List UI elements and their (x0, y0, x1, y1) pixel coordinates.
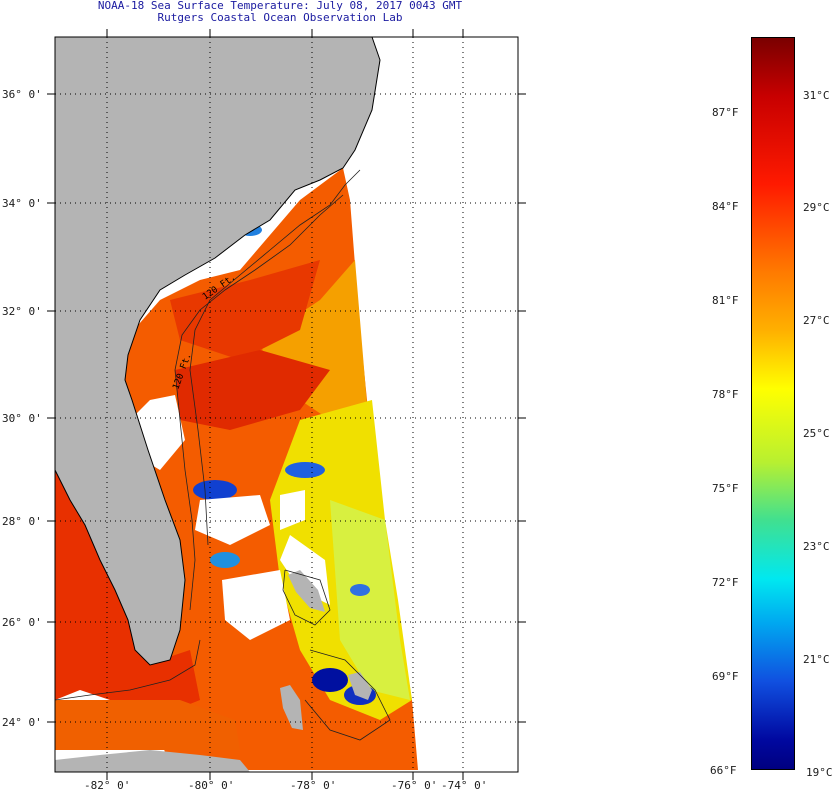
cb-f-81: 81°F (712, 294, 739, 307)
contour-bahamas (282, 569, 331, 626)
lat-label-30: 30° 0' (2, 412, 42, 425)
land-us-east (55, 37, 380, 665)
lat-label-28: 28° 0' (2, 515, 42, 528)
tick-marks (47, 29, 526, 780)
cb-c-31: 31°C (803, 89, 830, 102)
land-bahamas-1 (288, 570, 325, 612)
contour-bahamas-2 (304, 649, 391, 741)
cb-f-69: 69°F (712, 670, 739, 683)
cb-c-19: 19°C (806, 766, 832, 779)
cb-f-78: 78°F (712, 388, 739, 401)
lat-label-34: 34° 0' (2, 197, 42, 210)
lon-label-82: -82° 0' (84, 779, 131, 792)
coastline (55, 37, 381, 666)
lat-label-36: 36° 0' (2, 88, 42, 101)
map-subtitle: Rutgers Coastal Ocean Observation Lab (157, 11, 403, 24)
lat-label-26: 26° 0' (2, 616, 42, 629)
cb-f-72: 72°F (712, 576, 739, 589)
cb-c-29: 29°C (803, 201, 830, 214)
cb-f-87: 87°F (712, 106, 739, 119)
cb-f-66: 66°F (710, 764, 737, 777)
land-bahamas-3 (348, 672, 372, 700)
cb-c-25: 25°C (803, 427, 830, 440)
florida-straits-sst (55, 700, 240, 750)
contour-gulf (55, 639, 201, 701)
cb-c-27: 27°C (803, 314, 830, 327)
cb-c-21: 21°C (803, 653, 830, 666)
cb-f-84: 84°F (712, 200, 739, 213)
contour-deep (189, 169, 361, 546)
cb-f-75: 75°F (712, 482, 739, 495)
graticule (55, 37, 518, 772)
lat-label-24: 24° 0' (2, 716, 42, 729)
lat-label-32: 32° 0' (2, 305, 42, 318)
land-bahamas-2 (280, 685, 303, 730)
land-cuba (55, 750, 250, 772)
map-frame (54, 36, 519, 773)
map-title: NOAA-18 Sea Surface Temperature: July 08… (97, 0, 463, 12)
lon-label-74: -74° 0' (441, 779, 488, 792)
lon-label-78: -78° 0' (290, 779, 337, 792)
lon-label-80: -80° 0' (188, 779, 235, 792)
gulf-sst (55, 460, 200, 710)
contour-120ft (174, 194, 344, 611)
sst-swath (110, 168, 418, 770)
temperature-colorbar (751, 37, 795, 770)
cb-c-23: 23°C (803, 540, 830, 553)
lon-label-76: -76° 0' (391, 779, 438, 792)
